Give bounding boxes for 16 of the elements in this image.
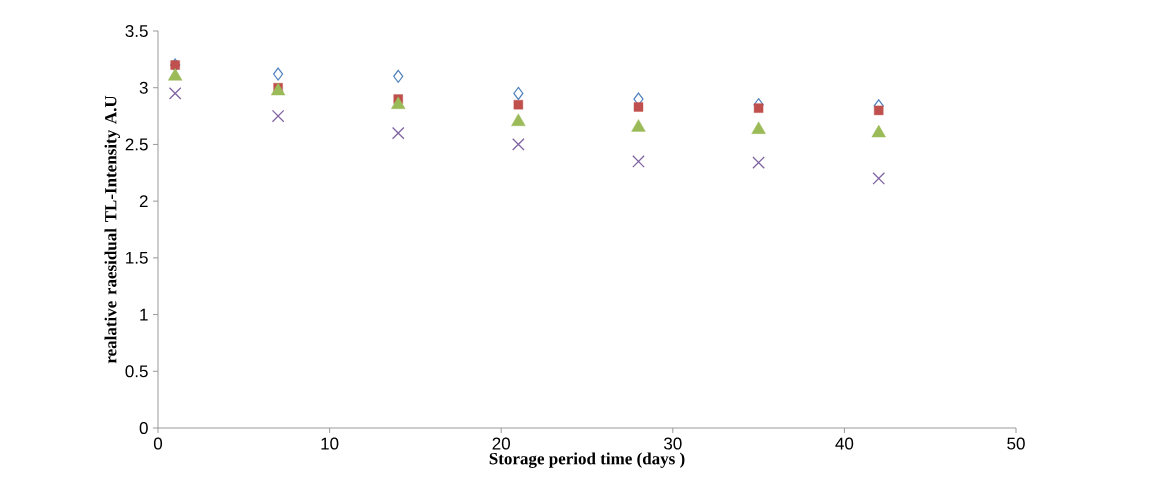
x-tick-label: 50: [1007, 437, 1025, 450]
y-tick-label: 1.5: [126, 251, 148, 264]
x-tick-label: 30: [663, 437, 682, 450]
x-tick-label: 10: [321, 437, 339, 450]
y-tick-label: 2: [139, 195, 148, 208]
y-tick-label: 2.5: [125, 138, 148, 151]
x-tick-label: 20: [492, 437, 510, 450]
y-tick-label: 1: [140, 308, 148, 321]
y-tick-label: 0.5: [125, 365, 148, 378]
y-tick-label: 3.5: [125, 24, 148, 38]
x-tick-label: 40: [835, 437, 854, 450]
x-tick-label: 0: [153, 437, 163, 450]
y-axis-title: realative raesidual TL-Intensity A.U: [104, 95, 120, 364]
y-tick-label: 0: [139, 421, 148, 435]
y-tick-label: 3: [139, 81, 148, 94]
x-axis-title: Storage period time (days ): [489, 452, 685, 468]
